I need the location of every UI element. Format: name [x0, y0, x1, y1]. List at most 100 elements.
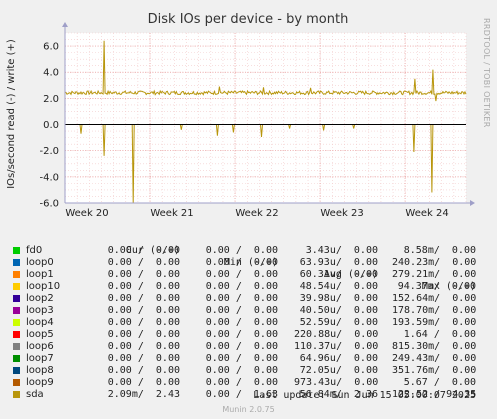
legend-name: loop7	[26, 353, 54, 364]
legend-min: 0.00 / 0.00	[205, 245, 278, 256]
y-tick-label: 2.0	[43, 94, 59, 105]
legend-swatch	[13, 307, 20, 314]
legend-cur: 0.00 / 0.00	[107, 281, 180, 292]
legend-name: loop2	[26, 293, 54, 304]
grid	[64, 32, 467, 204]
chart-title: Disk IOs per device - by month	[148, 12, 349, 27]
legend-row: loop5 0.00 / 0.00 0.00 / 0.00 220.88u/ 0.00…	[0, 329, 497, 341]
legend-max: 8.58m/ 0.00	[403, 245, 476, 256]
legend-swatch	[13, 343, 20, 350]
legend-cur: 0.00 / 0.00	[107, 341, 180, 352]
legend-avg: 40.50u/ 0.00	[299, 305, 378, 316]
legend-swatch	[13, 259, 20, 266]
legend-avg: 48.54u/ 0.00	[299, 281, 378, 292]
legend-max: 240.23m/ 0.00	[392, 257, 477, 268]
y-tick-label: 6.0	[43, 42, 59, 53]
legend-max: 249.43m/ 0.00	[392, 353, 477, 364]
legend-row: loop8 0.00 / 0.00 0.00 / 0.00 72.05u/ 0.00 3…	[0, 365, 497, 377]
legend-avg: 973.43u/ 0.00	[294, 377, 379, 388]
legend-name: loop5	[26, 329, 54, 340]
legend-min: 0.00 / 0.00	[205, 341, 278, 352]
legend-min: 0.00 / 1.63	[205, 389, 278, 400]
legend-swatch	[13, 283, 20, 290]
legend-max: 279.21m/ 0.00	[392, 269, 477, 280]
legend-avg: 52.59u/ 0.00	[299, 317, 378, 328]
legend-max: 152.64m/ 0.00	[392, 293, 477, 304]
legend-row: loop10 0.00 / 0.00 0.00 / 0.00 48.54u/ 0.00…	[0, 281, 497, 293]
legend-max: 5.67 / 0.00	[403, 377, 476, 388]
legend-name: loop9	[26, 377, 54, 388]
legend-row: loop6 0.00 / 0.00 0.00 / 0.00 110.37u/ 0.00…	[0, 341, 497, 353]
legend-max: 815.30m/ 0.00	[392, 341, 477, 352]
header-cur: Cur (-/+)	[125, 245, 180, 256]
legend-name: loop4	[26, 317, 54, 328]
legend-avg: 64.96u/ 0.00	[299, 353, 378, 364]
legend-min: 0.00 / 0.00	[205, 317, 278, 328]
y-tick-label: 0.0	[43, 120, 59, 131]
legend-avg: 56.84m/ 2.36	[299, 389, 378, 400]
legend-min: 0.00 / 0.00	[205, 353, 278, 364]
legend-swatch	[13, 319, 20, 326]
legend-name: loop6	[26, 341, 54, 352]
legend-row: fd0 0.00 / 0.00 0.00 / 0.00 3.43u/ 0.00 8.58…	[0, 245, 497, 257]
legend-cur: 0.00 / 0.00	[107, 293, 180, 304]
legend-cur: 0.00 / 0.00	[107, 305, 180, 316]
legend-name: fd0	[26, 245, 43, 256]
y-tick-label: -2.0	[39, 146, 59, 157]
legend-avg: 39.98u/ 0.00	[299, 293, 378, 304]
legend-swatch	[13, 271, 20, 278]
legend-avg: 220.88u/ 0.00	[294, 329, 379, 340]
legend-cur: 0.00 / 0.00	[107, 257, 180, 268]
legend-name: loop8	[26, 365, 54, 376]
last-update: Last update: Sun Jun 15 05:00:07 2025	[253, 390, 476, 401]
legend-cur: 0.00 / 0.00	[107, 377, 180, 388]
legend-min: 0.00 / 0.00	[205, 293, 278, 304]
y-axis-label: IOs/second read (-) / write (+)	[6, 39, 17, 189]
legend-swatch	[13, 247, 20, 254]
y-tick-label: -4.0	[39, 172, 59, 183]
axes	[62, 22, 475, 206]
legend-avg: 72.05u/ 0.00	[299, 365, 378, 376]
legend-name: sda	[26, 389, 44, 400]
x-tick-label: Week 23	[320, 208, 363, 219]
header-avg: Avg (-/+)	[323, 269, 378, 280]
legend-cur: 2.09m/ 2.43	[107, 389, 180, 400]
legend-cur: 0.00 / 0.00	[107, 269, 180, 280]
legend-avg: 3.43u/ 0.00	[305, 245, 378, 256]
legend-max: 193.59m/ 0.00	[392, 317, 477, 328]
legend-swatch	[13, 367, 20, 374]
legend-min: 0.00 / 0.00	[205, 269, 278, 280]
x-tick-label: Week 21	[150, 208, 193, 219]
legend-row: loop0 0.00 / 0.00 0.00 / 0.00 63.93u/ 0.00 2…	[0, 257, 497, 269]
legend-row: loop7 0.00 / 0.00 0.00 / 0.00 64.96u/ 0.00 2…	[0, 353, 497, 365]
legend-min: 0.00 / 0.00	[205, 281, 278, 292]
y-axis-arrow	[62, 22, 68, 27]
legend-row: sda 2.09m/ 2.43 0.00 / 1.63 56.84m/ 2.36 122…	[0, 389, 497, 401]
legend-min: 0.00 / 0.00	[205, 257, 278, 268]
legend-name: loop10	[26, 281, 61, 292]
y-tick-label: 4.0	[43, 68, 59, 79]
x-tick-label: Week 24	[405, 208, 448, 219]
legend-max: 94.37m/ 0.00	[397, 281, 476, 292]
legend-min: 0.00 / 0.00	[205, 365, 278, 376]
legend-min: 0.00 / 0.00	[205, 329, 278, 340]
x-ticks: Week 20 Week 21 Week 22 Week 23 Week 24	[65, 208, 448, 219]
legend-row: loop3 0.00 / 0.00 0.00 / 0.00 40.50u/ 0.00 1…	[0, 305, 497, 317]
legend-cur: 0.00 / 0.00	[107, 329, 180, 340]
x-tick-label: Week 22	[235, 208, 278, 219]
legend-swatch	[13, 391, 20, 398]
header-max: Max (-/+)	[421, 281, 476, 292]
legend-avg: 63.93u/ 0.00	[299, 257, 378, 268]
legend-swatch	[13, 331, 20, 338]
legend-row: loop2 0.00 / 0.00 0.00 / 0.00 39.98u/ 0.00 1…	[0, 293, 497, 305]
rrdtool-watermark: RRDTOOL / TOBI OETIKER	[482, 18, 491, 128]
legend-row: loop4 0.00 / 0.00 0.00 / 0.00 52.59u/ 0.00 1…	[0, 317, 497, 329]
legend-avg: 110.37u/ 0.00	[294, 341, 379, 352]
header-min: Min (-/+)	[223, 257, 278, 268]
legend-swatch	[13, 379, 20, 386]
legend-cur: 0.00 / 0.00	[107, 317, 180, 328]
x-axis-arrow	[470, 200, 475, 206]
legend-name: loop3	[26, 305, 54, 316]
legend-avg: 60.31u/ 0.00	[299, 269, 378, 280]
legend-max: 351.76m/ 0.00	[392, 365, 477, 376]
